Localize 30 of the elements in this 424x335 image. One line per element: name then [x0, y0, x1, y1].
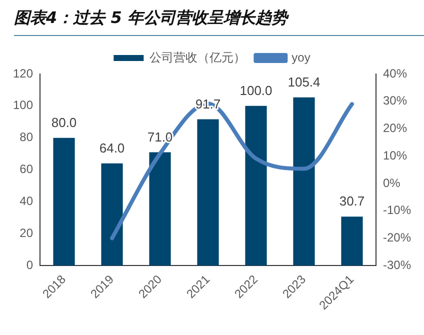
- y2-tick-label: -10%: [382, 203, 412, 218]
- bar: [101, 163, 123, 266]
- y-tick-label: 80: [20, 130, 34, 144]
- data-label: 80.0: [51, 114, 77, 130]
- y2-tick-label: 30%: [382, 94, 408, 108]
- chart-title: 图表4：过去 5 年公司营收呈增长趋势: [14, 8, 424, 36]
- bar: [245, 106, 267, 266]
- bar: [293, 97, 315, 266]
- y-tick-label: 0: [26, 258, 34, 272]
- y2-tick-label: -30%: [382, 258, 412, 272]
- y2-tick-label: 10%: [382, 148, 408, 162]
- data-label: 64.0: [99, 140, 125, 156]
- y2-tick-label: 40%: [382, 66, 408, 80]
- y2-tick-label: 20%: [382, 121, 408, 136]
- y-tick-label: 20: [20, 226, 34, 240]
- y-tick-label: 120: [12, 66, 34, 80]
- data-label: 30.7: [339, 194, 365, 209]
- y-tick-label: 60: [20, 162, 34, 176]
- data-label: 105.4: [288, 74, 320, 90]
- y2-tick-label: 0%: [382, 176, 401, 190]
- y-tick-label: 100: [12, 98, 34, 112]
- bar: [149, 152, 171, 266]
- bar: [53, 138, 75, 266]
- y2-tick-label: -20%: [382, 230, 412, 245]
- legend-label: yoy: [292, 50, 310, 64]
- data-label: 100.0: [240, 83, 272, 98]
- bar: [341, 216, 363, 266]
- y-tick-label: 40: [20, 194, 34, 208]
- bar: [197, 119, 219, 266]
- legend-label: 公司营收（亿元）: [150, 50, 246, 64]
